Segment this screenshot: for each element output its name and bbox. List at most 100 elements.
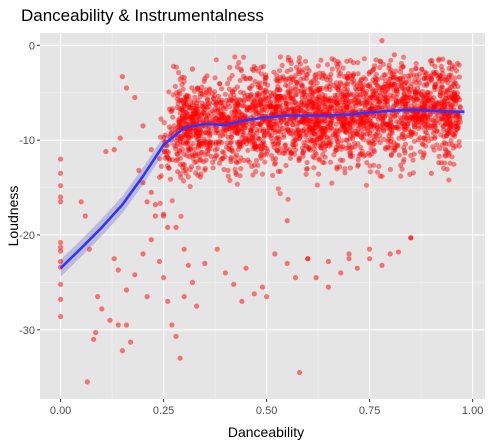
data-point <box>229 148 235 154</box>
data-point <box>241 130 247 136</box>
data-point <box>355 157 361 163</box>
data-point <box>280 150 286 156</box>
data-point <box>169 198 175 204</box>
data-point <box>165 224 171 230</box>
data-point <box>357 91 363 97</box>
data-point <box>243 125 249 131</box>
data-point <box>335 115 341 121</box>
data-point <box>253 143 259 149</box>
data-point <box>182 118 188 124</box>
data-point <box>424 125 430 131</box>
data-point <box>446 113 452 119</box>
data-point <box>384 102 390 108</box>
data-point <box>179 115 185 121</box>
data-point <box>193 119 200 125</box>
data-point <box>140 251 146 257</box>
data-point <box>267 103 273 109</box>
data-point <box>452 83 458 90</box>
data-point <box>313 109 319 115</box>
data-point <box>417 80 423 86</box>
data-point <box>454 114 461 120</box>
data-point <box>251 123 257 129</box>
x-axis: 0.00 0.25 0.50 0.75 1.00 <box>50 399 483 417</box>
data-point <box>393 98 399 104</box>
data-point <box>451 80 458 86</box>
data-point <box>174 156 181 162</box>
data-point <box>176 120 182 126</box>
data-point <box>416 117 422 123</box>
data-point <box>272 140 278 146</box>
data-point <box>217 139 223 145</box>
data-point <box>282 150 288 156</box>
data-point <box>255 143 261 149</box>
data-point <box>359 115 365 121</box>
data-point <box>348 92 354 98</box>
data-point <box>307 124 313 130</box>
data-point <box>446 87 452 93</box>
data-point <box>336 61 342 67</box>
data-point <box>58 183 64 189</box>
data-point <box>393 99 399 105</box>
data-point <box>182 129 188 135</box>
data-point <box>356 86 362 92</box>
data-point <box>383 121 389 128</box>
data-point <box>259 146 265 152</box>
data-point <box>172 83 178 89</box>
data-point <box>213 153 219 159</box>
data-point <box>274 93 280 99</box>
data-point <box>228 134 234 140</box>
data-point <box>277 93 283 99</box>
data-point <box>366 140 372 146</box>
data-point <box>399 95 405 102</box>
data-point <box>359 148 365 154</box>
data-point <box>415 125 421 131</box>
data-point <box>201 92 207 98</box>
data-point <box>290 108 296 114</box>
data-point <box>282 147 288 154</box>
data-point <box>263 72 269 78</box>
data-point <box>401 145 407 151</box>
data-point <box>426 102 432 108</box>
data-point <box>198 157 204 163</box>
data-point <box>256 112 262 119</box>
data-point <box>183 113 189 119</box>
data-point <box>377 114 383 120</box>
data-point <box>222 118 228 124</box>
data-point <box>399 79 405 86</box>
data-point <box>447 116 453 122</box>
data-point <box>351 77 357 83</box>
data-point <box>411 120 417 126</box>
data-point <box>445 130 451 136</box>
data-point <box>310 101 316 107</box>
data-point <box>342 170 348 176</box>
data-point <box>312 150 318 156</box>
data-point <box>344 118 350 124</box>
data-point <box>203 89 210 96</box>
data-point <box>424 114 430 120</box>
data-point <box>450 95 456 101</box>
data-point <box>282 143 288 149</box>
data-point <box>353 100 359 106</box>
data-point <box>398 162 404 168</box>
data-point <box>257 101 263 107</box>
data-point <box>348 115 355 122</box>
data-point <box>205 101 211 107</box>
data-point <box>179 118 185 124</box>
data-point <box>245 106 251 112</box>
data-point <box>355 60 361 66</box>
data-point <box>442 112 448 118</box>
data-point <box>261 128 267 135</box>
data-point <box>306 96 312 103</box>
data-point <box>249 83 255 89</box>
data-point <box>210 159 216 165</box>
data-point <box>353 128 359 134</box>
data-point <box>393 125 399 131</box>
data-point <box>439 84 445 90</box>
data-point <box>313 122 319 128</box>
data-point <box>224 98 230 104</box>
data-point <box>361 153 367 159</box>
data-point <box>368 107 374 113</box>
data-point <box>115 267 121 273</box>
data-point <box>241 98 247 104</box>
